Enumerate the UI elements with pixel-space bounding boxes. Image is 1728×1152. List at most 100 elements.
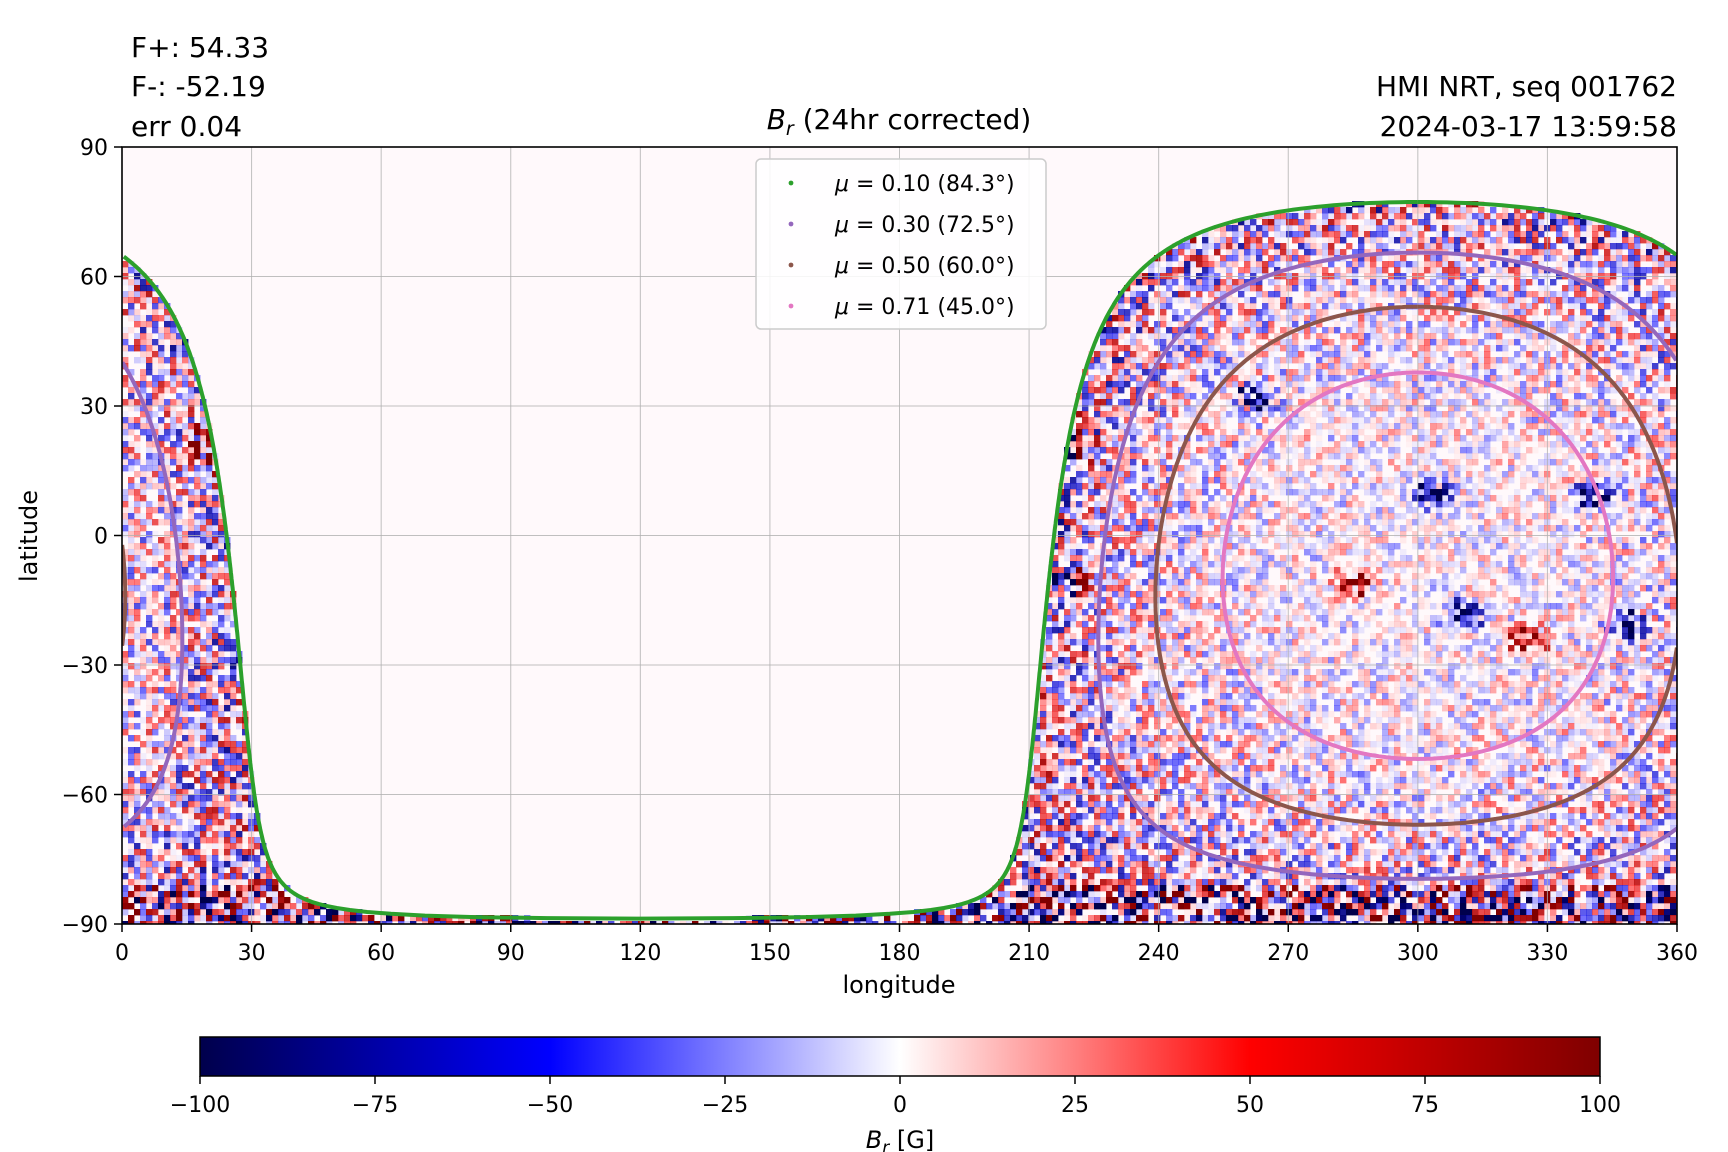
field-cell: [1082, 549, 1089, 556]
field-cell: [1556, 417, 1563, 424]
field-cell: [1208, 237, 1215, 244]
field-cell: [1472, 417, 1479, 424]
field-cell: [1520, 303, 1527, 310]
field-cell: [1562, 219, 1569, 226]
field-cell: [1184, 345, 1191, 352]
field-cell: [1640, 441, 1647, 448]
field-cell: [1472, 423, 1479, 430]
field-cell: [1244, 375, 1251, 382]
field-cell: [1082, 411, 1089, 418]
field-cell: [1436, 327, 1443, 334]
field-cell: [1286, 303, 1293, 310]
field-cell: [170, 405, 177, 412]
field-cell: [1382, 435, 1389, 442]
field-cell: [1412, 423, 1419, 430]
field-cell: [1574, 501, 1581, 508]
field-cell: [122, 507, 129, 514]
field-cell: [1340, 285, 1347, 292]
field-cell: [164, 315, 171, 322]
field-cell: [1262, 321, 1269, 328]
field-cell: [1550, 399, 1557, 406]
field-cell: [188, 519, 195, 526]
field-cell: [1310, 387, 1317, 394]
field-cell: [1586, 495, 1593, 502]
field-cell: [1280, 315, 1287, 322]
field-cell: [1364, 513, 1371, 520]
field-cell: [1664, 453, 1671, 460]
field-cell: [1490, 375, 1497, 382]
field-cell: [1316, 267, 1323, 274]
field-cell: [1160, 291, 1167, 298]
field-cell: [1112, 357, 1119, 364]
field-cell: [1568, 465, 1575, 472]
field-cell: [1208, 411, 1215, 418]
field-cell: [1646, 345, 1653, 352]
field-cell: [1670, 285, 1677, 292]
field-cell: [1196, 423, 1203, 430]
field-cell: [1604, 333, 1611, 340]
field-cell: [1490, 261, 1497, 268]
field-cell: [1376, 423, 1383, 430]
field-cell: [1598, 453, 1605, 460]
field-cell: [1166, 447, 1173, 454]
field-cell: [1538, 291, 1545, 298]
field-cell: [152, 507, 159, 514]
field-cell: [1424, 405, 1431, 412]
field-cell: [1280, 381, 1287, 388]
field-cell: [1160, 435, 1167, 442]
field-cell: [176, 411, 183, 418]
field-cell: [1514, 249, 1521, 256]
field-cell: [152, 387, 159, 394]
field-cell: [1424, 471, 1431, 478]
field-cell: [1616, 327, 1623, 334]
field-cell: [1274, 531, 1281, 538]
field-cell: [1268, 447, 1275, 454]
field-cell: [1664, 441, 1671, 448]
field-cell: [1646, 357, 1653, 364]
field-cell: [1376, 243, 1383, 250]
field-cell: [1178, 381, 1185, 388]
field-cell: [1298, 417, 1305, 424]
field-cell: [1202, 381, 1209, 388]
field-cell: [1574, 315, 1581, 322]
field-cell: [1370, 315, 1377, 322]
field-cell: [1118, 423, 1125, 430]
field-cell: [1610, 483, 1617, 490]
field-cell: [1268, 471, 1275, 478]
field-cell: [1382, 243, 1389, 250]
field-cell: [1274, 309, 1281, 316]
field-cell: [1202, 501, 1209, 508]
field-cell: [1484, 327, 1491, 334]
field-cell: [1226, 279, 1233, 286]
field-cell: [1610, 285, 1617, 292]
field-cell: [1382, 333, 1389, 340]
field-cell: [1082, 483, 1089, 490]
field-cell: [1094, 375, 1101, 382]
field-cell: [1088, 453, 1095, 460]
field-cell: [1658, 315, 1665, 322]
field-cell: [1406, 399, 1413, 406]
field-cell: [1076, 465, 1083, 472]
field-cell: [1232, 279, 1239, 286]
field-cell: [146, 297, 153, 304]
field-cell: [1130, 399, 1137, 406]
field-cell: [128, 483, 135, 490]
field-cell: [128, 441, 135, 448]
field-cell: [1382, 345, 1389, 352]
field-cell: [1436, 507, 1443, 514]
field-cell: [1406, 279, 1413, 286]
field-cell: [1490, 435, 1497, 442]
field-cell: [1286, 447, 1293, 454]
field-cell: [1256, 243, 1263, 250]
field-cell: [1658, 405, 1665, 412]
field-cell: [1322, 489, 1329, 496]
field-cell: [170, 423, 177, 430]
field-cell: [1580, 507, 1587, 514]
field-cell: [1394, 255, 1401, 262]
field-cell: [1412, 213, 1419, 220]
field-cell: [1442, 435, 1449, 442]
field-cell: [1478, 357, 1485, 364]
field-cell: [1568, 315, 1575, 322]
field-cell: [194, 501, 201, 508]
field-cell: [1472, 261, 1479, 268]
